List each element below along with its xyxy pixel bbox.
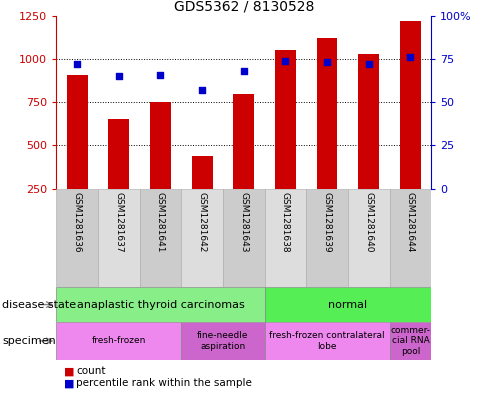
Bar xyxy=(108,119,129,189)
Bar xyxy=(150,102,171,189)
Point xyxy=(240,68,247,74)
Bar xyxy=(233,94,254,189)
Point xyxy=(198,87,206,93)
Bar xyxy=(358,54,379,189)
Text: ■: ■ xyxy=(64,366,74,376)
Text: normal: normal xyxy=(328,299,368,310)
Bar xyxy=(67,75,88,189)
Bar xyxy=(265,287,431,322)
Text: GSM1281641: GSM1281641 xyxy=(156,191,165,252)
Bar xyxy=(140,189,181,287)
Text: GSM1281636: GSM1281636 xyxy=(73,191,82,252)
Bar xyxy=(181,322,265,360)
Text: fresh-frozen: fresh-frozen xyxy=(92,336,146,345)
Text: GSM1281637: GSM1281637 xyxy=(114,191,123,252)
Bar xyxy=(265,322,390,360)
Bar xyxy=(181,189,223,287)
Bar xyxy=(56,287,265,322)
Text: anaplastic thyroid carcinomas: anaplastic thyroid carcinomas xyxy=(76,299,245,310)
Text: fresh-frozen contralateral
lobe: fresh-frozen contralateral lobe xyxy=(270,331,385,351)
Point xyxy=(74,61,81,67)
Bar xyxy=(390,189,431,287)
Bar xyxy=(265,189,306,287)
Point xyxy=(406,54,414,61)
Bar xyxy=(98,189,140,287)
Point xyxy=(323,59,331,66)
Bar xyxy=(275,50,296,189)
Point xyxy=(156,72,164,78)
Point xyxy=(281,57,289,64)
Text: commer-
cial RNA
pool: commer- cial RNA pool xyxy=(391,326,430,356)
Text: count: count xyxy=(76,366,105,376)
Bar xyxy=(317,38,338,189)
Text: GSM1281644: GSM1281644 xyxy=(406,191,415,252)
Text: GSM1281642: GSM1281642 xyxy=(197,191,207,252)
Point xyxy=(365,61,372,67)
Text: specimen: specimen xyxy=(2,336,56,346)
Text: GSM1281639: GSM1281639 xyxy=(322,191,332,252)
Bar xyxy=(223,189,265,287)
Text: GSM1281643: GSM1281643 xyxy=(239,191,248,252)
Bar xyxy=(390,322,431,360)
Bar xyxy=(400,21,421,189)
Text: GSM1281640: GSM1281640 xyxy=(364,191,373,252)
Bar xyxy=(306,189,348,287)
Title: GDS5362 / 8130528: GDS5362 / 8130528 xyxy=(173,0,314,13)
Text: ■: ■ xyxy=(64,378,74,388)
Text: disease state: disease state xyxy=(2,299,76,310)
Text: GSM1281638: GSM1281638 xyxy=(281,191,290,252)
Text: percentile rank within the sample: percentile rank within the sample xyxy=(76,378,252,388)
Bar xyxy=(56,322,181,360)
Bar xyxy=(348,189,390,287)
Text: fine-needle
aspiration: fine-needle aspiration xyxy=(197,331,249,351)
Bar xyxy=(56,189,98,287)
Point xyxy=(115,73,122,79)
Bar xyxy=(192,156,213,189)
